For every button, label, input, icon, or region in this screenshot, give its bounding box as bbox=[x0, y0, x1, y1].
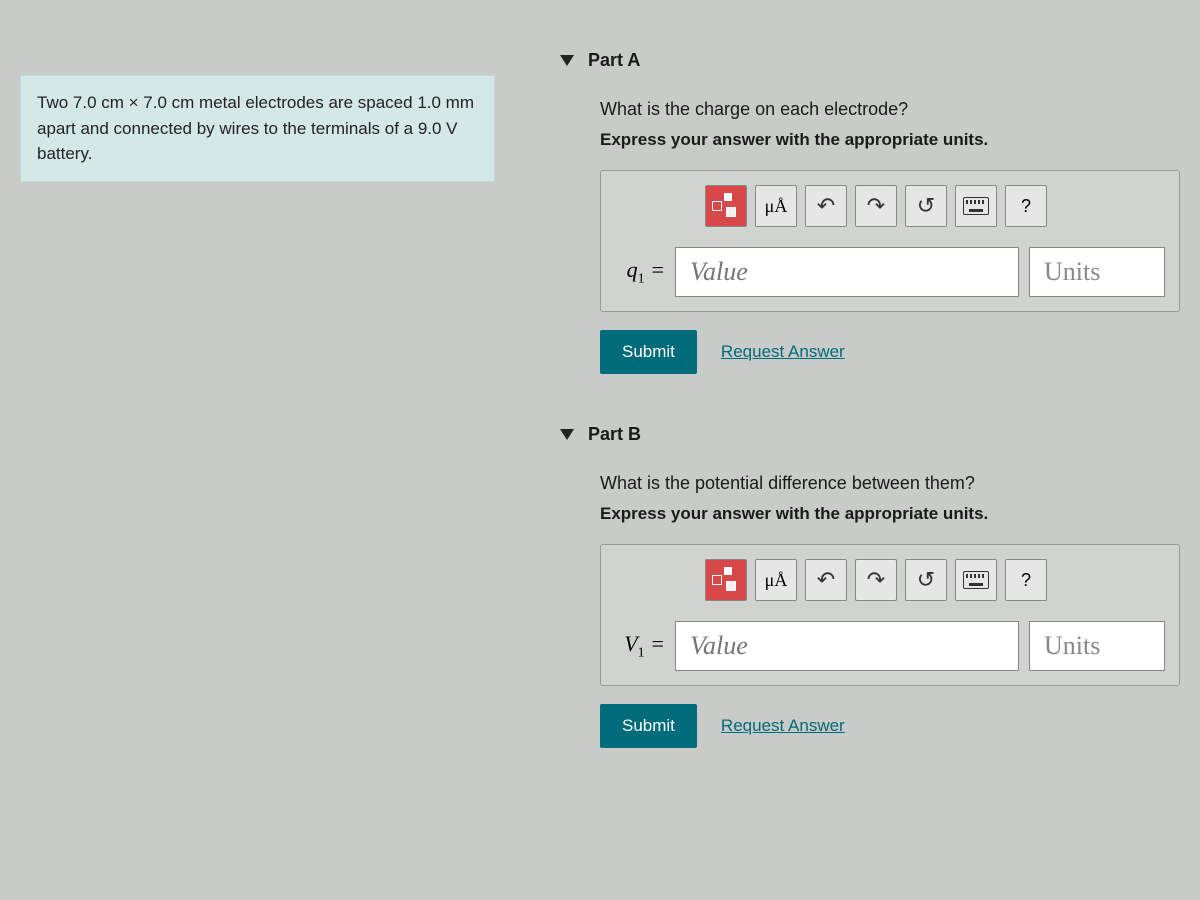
reset-icon: ↺ bbox=[917, 567, 935, 593]
units-symbol: μÅ bbox=[765, 196, 788, 217]
templates-button[interactable] bbox=[705, 185, 747, 227]
part-b-question: What is the potential difference between… bbox=[600, 473, 1180, 494]
part-b-answer-box: μÅ ↶ ↷ ↺ ? V1 = Units bbox=[600, 544, 1180, 686]
reset-button[interactable]: ↺ bbox=[905, 559, 947, 601]
part-b-input-row: V1 = Units bbox=[615, 621, 1165, 671]
part-b-header[interactable]: Part B bbox=[560, 424, 1180, 445]
part-b-value-input[interactable] bbox=[675, 621, 1019, 671]
part-a-answer-box: μÅ ↶ ↷ ↺ ? q1 = Units bbox=[600, 170, 1180, 312]
part-b-units-input[interactable]: Units bbox=[1029, 621, 1165, 671]
part-b-variable-label: V1 = bbox=[615, 631, 665, 661]
chevron-down-icon bbox=[560, 55, 574, 66]
part-a-question: What is the charge on each electrode? bbox=[600, 99, 1180, 120]
undo-icon: ↶ bbox=[817, 567, 835, 593]
templates-button[interactable] bbox=[705, 559, 747, 601]
redo-button[interactable]: ↷ bbox=[855, 185, 897, 227]
part-a-value-input[interactable] bbox=[675, 247, 1019, 297]
part-b-submit-button[interactable]: Submit bbox=[600, 704, 697, 748]
help-icon: ? bbox=[1021, 570, 1031, 591]
part-a-variable-label: q1 = bbox=[615, 257, 665, 287]
reset-icon: ↺ bbox=[917, 193, 935, 219]
part-a-submit-row: Submit Request Answer bbox=[600, 330, 1180, 374]
symbols-button[interactable]: μÅ bbox=[755, 559, 797, 601]
reset-button[interactable]: ↺ bbox=[905, 185, 947, 227]
chevron-down-icon bbox=[560, 429, 574, 440]
keyboard-icon bbox=[963, 197, 989, 215]
part-a-request-answer-link[interactable]: Request Answer bbox=[721, 342, 845, 362]
problem-statement: Two 7.0 cm × 7.0 cm metal electrodes are… bbox=[20, 75, 495, 182]
part-a-submit-button[interactable]: Submit bbox=[600, 330, 697, 374]
units-placeholder: Units bbox=[1044, 257, 1100, 287]
part-a-instruction: Express your answer with the appropriate… bbox=[600, 130, 1180, 150]
keyboard-button[interactable] bbox=[955, 185, 997, 227]
part-b-instruction: Express your answer with the appropriate… bbox=[600, 504, 1180, 524]
redo-button[interactable]: ↷ bbox=[855, 559, 897, 601]
units-symbol: μÅ bbox=[765, 570, 788, 591]
undo-button[interactable]: ↶ bbox=[805, 185, 847, 227]
units-placeholder: Units bbox=[1044, 631, 1100, 661]
part-b-submit-row: Submit Request Answer bbox=[600, 704, 1180, 748]
undo-icon: ↶ bbox=[817, 193, 835, 219]
help-button[interactable]: ? bbox=[1005, 185, 1047, 227]
keyboard-button[interactable] bbox=[955, 559, 997, 601]
help-button[interactable]: ? bbox=[1005, 559, 1047, 601]
redo-icon: ↷ bbox=[867, 567, 885, 593]
answer-panel: Part A What is the charge on each electr… bbox=[560, 50, 1180, 748]
undo-button[interactable]: ↶ bbox=[805, 559, 847, 601]
part-a-title: Part A bbox=[588, 50, 640, 71]
part-a-input-row: q1 = Units bbox=[615, 247, 1165, 297]
help-icon: ? bbox=[1021, 196, 1031, 217]
part-b-title: Part B bbox=[588, 424, 641, 445]
part-b-request-answer-link[interactable]: Request Answer bbox=[721, 716, 845, 736]
part-a-toolbar: μÅ ↶ ↷ ↺ ? bbox=[705, 185, 1165, 227]
symbols-button[interactable]: μÅ bbox=[755, 185, 797, 227]
part-a-header[interactable]: Part A bbox=[560, 50, 1180, 71]
part-b-toolbar: μÅ ↶ ↷ ↺ ? bbox=[705, 559, 1165, 601]
keyboard-icon bbox=[963, 571, 989, 589]
problem-text: Two 7.0 cm × 7.0 cm metal electrodes are… bbox=[37, 93, 474, 163]
redo-icon: ↷ bbox=[867, 193, 885, 219]
part-a-units-input[interactable]: Units bbox=[1029, 247, 1165, 297]
